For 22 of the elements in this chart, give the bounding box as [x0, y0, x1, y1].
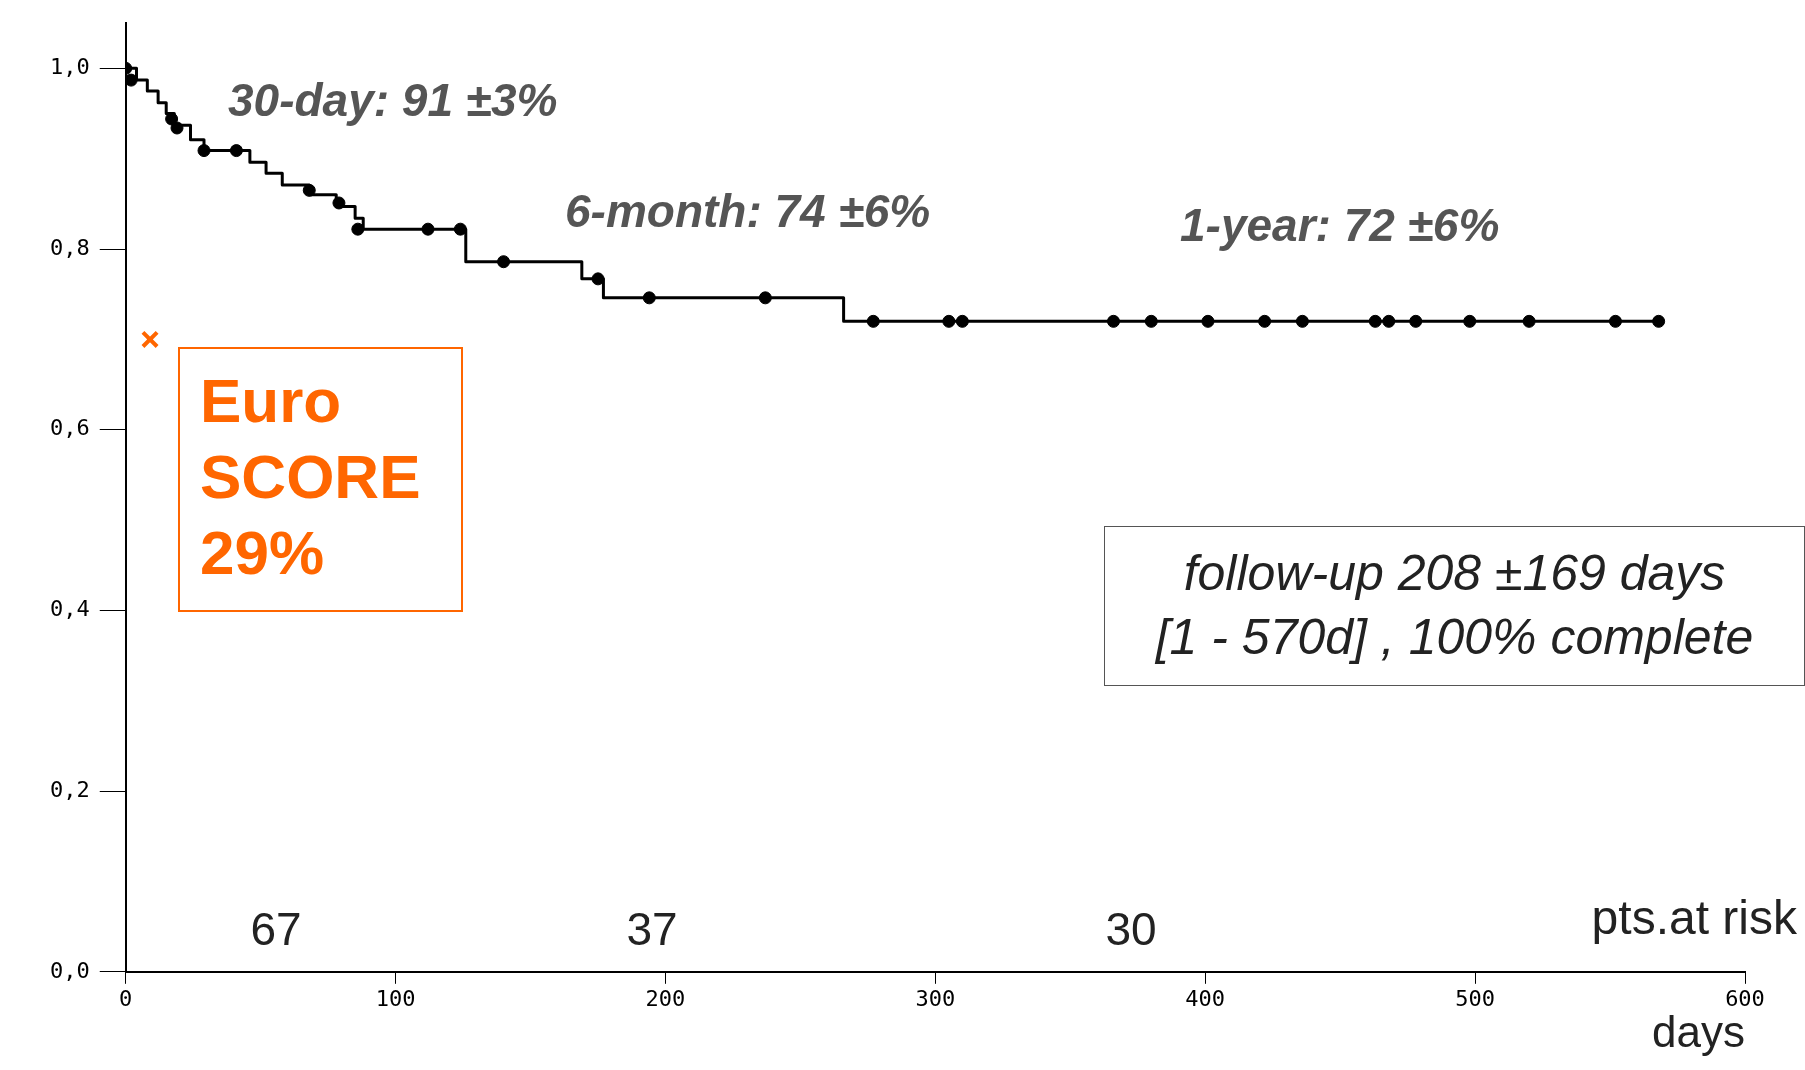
x-tick-label: 500: [1455, 985, 1495, 1011]
annotation: follow-up 208 ±169 days: [1182, 544, 1727, 603]
annotation: 37: [626, 902, 678, 955]
annotation: [1 - 570d] , 100% complete: [1154, 608, 1755, 667]
x-tick-label: 400: [1185, 985, 1226, 1011]
y-tick-label: 0,2: [49, 776, 90, 802]
y-tick-label: 0,0: [49, 957, 90, 983]
annotation: 6-month: 74 ±6%: [565, 184, 931, 237]
x-tick-label: 0: [119, 985, 133, 1011]
x-tick-label: 200: [645, 985, 686, 1011]
annotation: 30-day: 91 ±3%: [228, 73, 558, 126]
annotation: 1-year: 72 ±6%: [1180, 198, 1500, 251]
y-tick-label: 0,8: [49, 234, 90, 260]
annotation: 30: [1105, 902, 1157, 955]
annotation: 67: [250, 902, 302, 955]
y-tick-label: 0,4: [49, 596, 90, 622]
x-tick-label: 100: [375, 985, 416, 1011]
y-tick-label: 1,0: [49, 54, 90, 80]
y-tick-label: 0,6: [49, 415, 90, 441]
x-tick-label: 300: [915, 985, 956, 1011]
annotation: pts.at risk: [1591, 890, 1797, 945]
annotation: Euro SCORE 29%: [178, 347, 463, 612]
